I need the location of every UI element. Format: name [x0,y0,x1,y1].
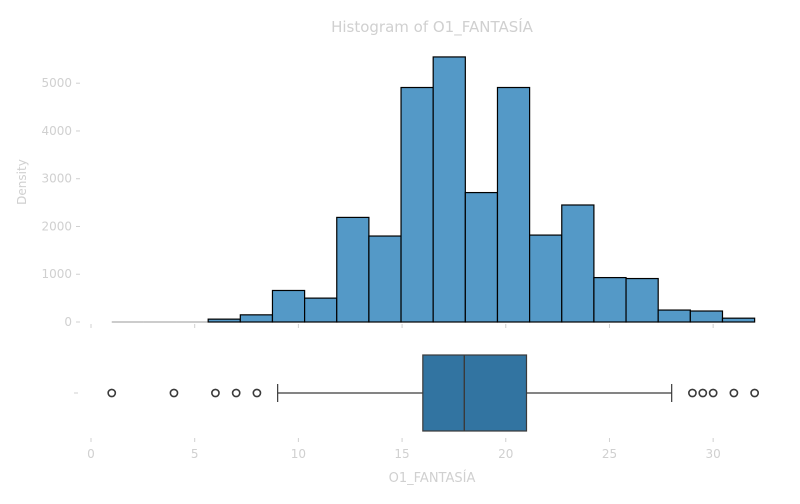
histogram-bar [561,204,595,323]
histogram-bar [400,86,434,323]
x-tick-label: 25 [602,447,617,461]
x-tick-label: 10 [291,447,306,461]
outlier-point [729,388,739,398]
chart-title: Histogram of O1_FANTASÍA [331,17,534,37]
x-tick-label: 30 [706,447,721,461]
histogram-bar [464,191,499,323]
histogram-bar [207,318,241,323]
histogram-bar [271,289,306,323]
histogram-bar [368,235,402,323]
y-tick-label: 5000 [41,76,72,90]
histogram-bar [239,314,274,323]
histogram-y-ticks: 0 1000 2000 3000 4000 5000 [41,76,80,329]
box-iqr [422,354,528,432]
boxplot [74,354,760,432]
histogram-bar [496,86,531,323]
boxplot-x-ticks: 0 5 10 15 20 25 30 [87,438,721,461]
outlier-point [211,388,220,398]
histogram-bar [657,309,691,323]
y-tick-label: 2000 [41,219,72,233]
x-tick-label: 15 [394,447,409,461]
histogram-bar [689,310,724,323]
outlier-point [252,388,262,398]
histogram-bar [336,216,370,323]
outlier-point [107,388,117,398]
y-tick-label: 0 [64,315,72,329]
y-tick-label: 4000 [41,124,72,138]
histogram-bar [593,276,627,323]
outlier-point [169,388,179,398]
histogram-bar [529,234,563,323]
y-tick-label: 1000 [41,267,72,281]
histogram-bar [625,277,659,323]
histogram-bar [304,297,338,323]
outlier-point [698,388,708,398]
histogram-bar [721,317,756,323]
outlier-point [750,388,760,398]
x-tick-label: 5 [191,447,199,461]
histogram-x-ticks [90,324,714,328]
histogram-bars [111,56,756,323]
x-tick-label: 0 [87,447,95,461]
outlier-point [708,388,718,398]
histogram-bar [432,56,466,323]
outlier-point [231,388,241,398]
x-tick-label: 20 [498,447,513,461]
y-tick-label: 3000 [41,172,72,186]
y-axis-label: Density [15,159,29,205]
outlier-point [688,388,697,398]
x-axis-label: O1_FANTASÍA [389,470,476,486]
